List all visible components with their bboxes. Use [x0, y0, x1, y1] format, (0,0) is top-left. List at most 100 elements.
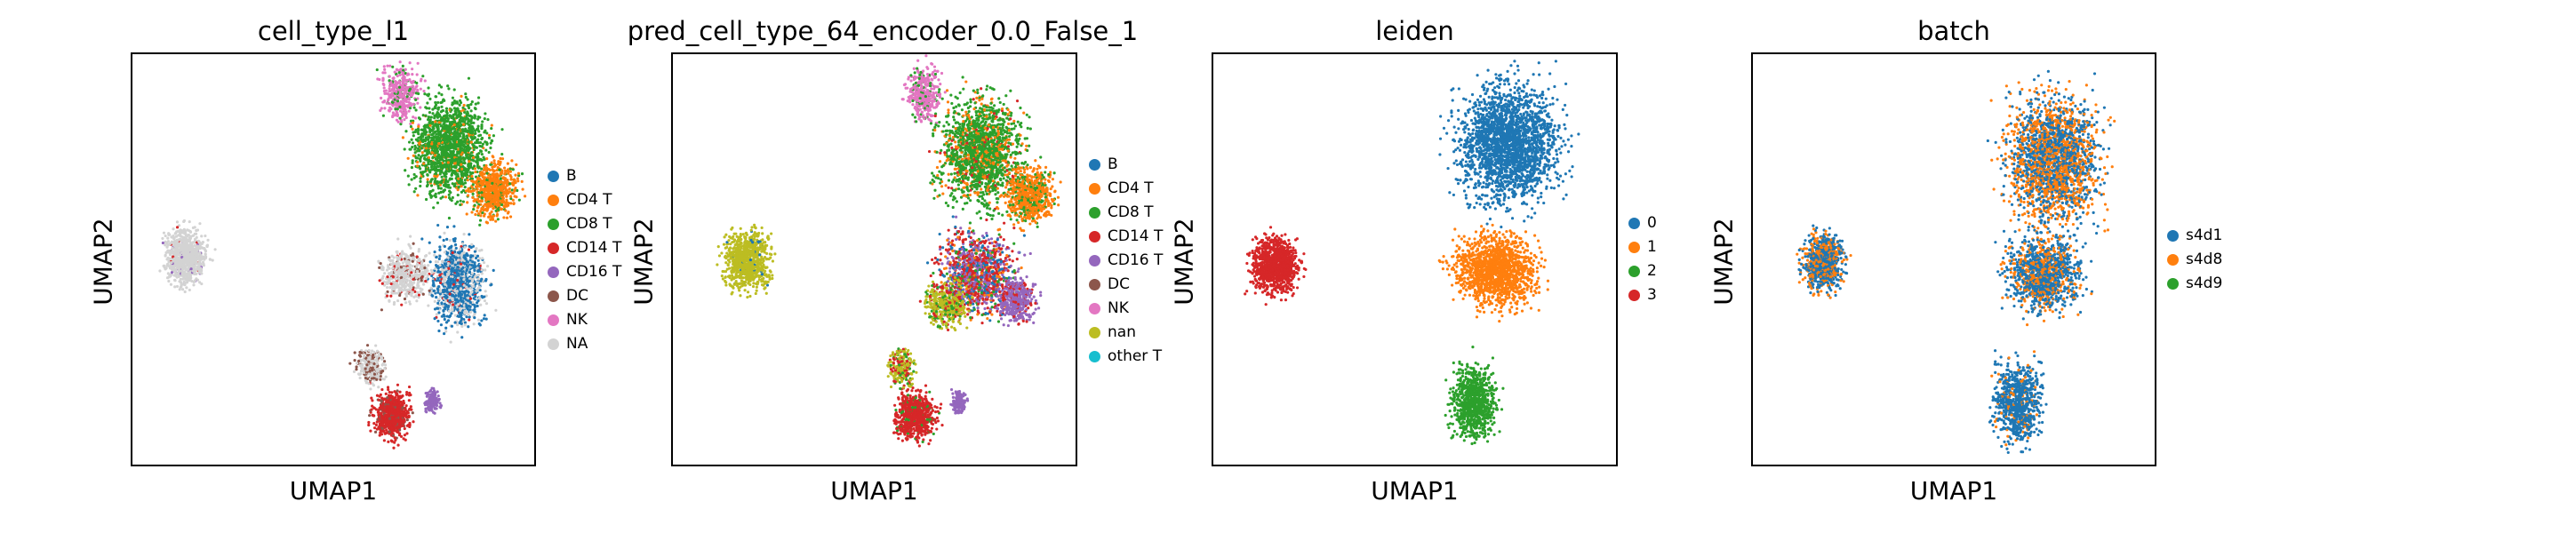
scatter-point — [479, 210, 483, 213]
scatter-point — [466, 287, 469, 290]
scatter-point — [380, 96, 383, 99]
scatter-point — [456, 174, 460, 178]
scatter-point — [474, 185, 478, 188]
scatter-point — [468, 287, 472, 290]
scatter-point — [164, 243, 167, 247]
scatter-point — [507, 211, 510, 214]
scatter-point — [500, 185, 503, 188]
scatter-point — [412, 106, 416, 109]
scatter-point — [486, 195, 490, 198]
scatter-point — [460, 128, 464, 131]
scatter-point — [487, 215, 491, 219]
scatter-point — [453, 109, 457, 113]
scatter-point — [419, 184, 422, 188]
scatter-point — [392, 76, 396, 80]
scatter-point — [447, 196, 452, 200]
scatter-point — [436, 319, 440, 322]
scatter-point — [459, 182, 462, 186]
scatter-point — [423, 79, 427, 83]
scatter-point — [480, 207, 484, 211]
scatter-point — [456, 323, 460, 327]
scatter-point — [441, 158, 444, 162]
scatter-point — [161, 241, 164, 245]
scatter-point — [450, 324, 454, 328]
scatter-point — [459, 177, 462, 180]
scatter-point — [468, 154, 472, 157]
scatter-point — [444, 153, 448, 157]
scatter-point — [451, 96, 454, 99]
scatter-point — [172, 266, 175, 269]
scatter-point — [394, 82, 398, 85]
scatter-point — [409, 147, 412, 151]
scatter-point — [391, 114, 395, 117]
scatter-point — [467, 106, 471, 110]
scatter-point — [436, 301, 440, 305]
scatter-point — [442, 171, 445, 175]
scatter-point — [490, 123, 493, 127]
scatter-point — [198, 243, 202, 248]
scatter-point — [513, 188, 516, 192]
scatter-point — [476, 101, 480, 105]
scatter-point — [436, 187, 441, 190]
scatter-point — [457, 177, 460, 180]
scatter-point — [424, 138, 428, 141]
scatter-point — [403, 118, 406, 122]
scatter-point — [182, 257, 186, 260]
scatter-point — [386, 290, 389, 294]
scatter-point — [476, 96, 481, 99]
scatter-point — [403, 252, 406, 256]
scatter-point — [467, 313, 470, 317]
scatter-point — [495, 168, 499, 172]
scatter-point — [424, 154, 428, 157]
scatter-point — [178, 253, 181, 257]
scatter-point — [416, 131, 420, 134]
scatter-point — [471, 260, 475, 264]
scatter-point — [177, 238, 180, 242]
scatter-point — [177, 262, 180, 266]
scatter-point — [423, 127, 427, 131]
scatter-point — [452, 225, 456, 228]
scatter-point — [420, 77, 423, 81]
scatter-point — [468, 156, 471, 160]
scatter-point — [393, 265, 396, 268]
scatter-point — [427, 264, 430, 267]
scatter-point — [482, 187, 485, 191]
scatter-point — [440, 155, 444, 158]
scatter-point — [509, 195, 513, 198]
scatter-point — [412, 102, 415, 106]
scatter-point — [480, 145, 484, 148]
scatter-point — [508, 215, 513, 219]
scatter-point — [180, 282, 185, 286]
scatter-point — [200, 282, 204, 286]
scatter-point — [462, 123, 466, 126]
scatter-point — [475, 140, 479, 145]
scatter-point — [476, 259, 480, 262]
scatter-point — [203, 247, 206, 251]
scatter-point — [489, 163, 492, 166]
scatter-point — [452, 280, 455, 284]
scatter-point — [451, 135, 454, 139]
scatter-point — [512, 202, 516, 205]
scatter-point — [402, 104, 405, 107]
scatter-point — [386, 275, 389, 279]
scatter-point — [416, 284, 420, 289]
scatter-point — [453, 182, 457, 187]
scatter-point — [417, 128, 420, 131]
scatter-point — [467, 165, 471, 169]
scatter-point — [484, 140, 487, 144]
scatter-point — [462, 147, 466, 152]
scatter-point — [477, 200, 481, 203]
scatter-point — [471, 189, 475, 193]
scatter-point — [404, 82, 408, 86]
scatter-point — [484, 268, 487, 272]
scatter-point — [399, 123, 403, 126]
scatter-point — [167, 233, 171, 236]
scatter-point — [459, 314, 463, 317]
scatter-point — [456, 150, 460, 154]
scatter-point — [434, 130, 437, 133]
scatter-point — [462, 255, 466, 259]
scatter-point — [484, 294, 488, 298]
scatter-point — [391, 262, 395, 266]
scatter-point — [383, 107, 387, 110]
scatter-point — [193, 226, 196, 229]
